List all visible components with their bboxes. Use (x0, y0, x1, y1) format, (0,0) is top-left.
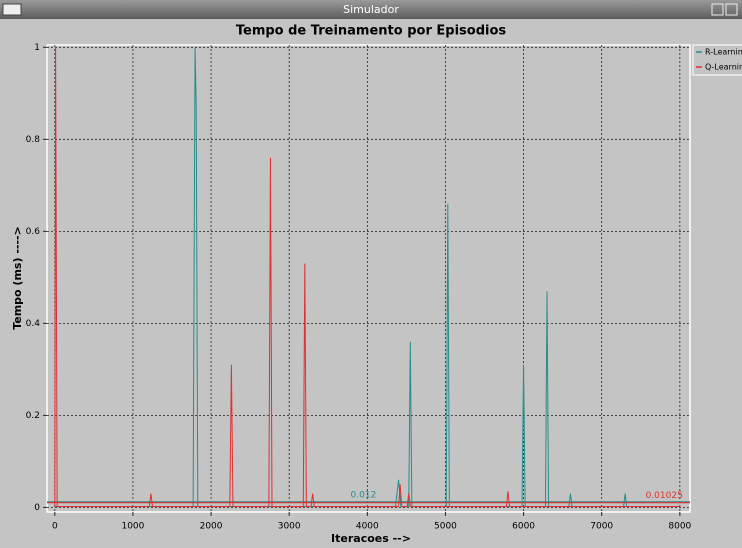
x-tick-label: 2000 (200, 522, 223, 532)
x-tick-label: 7000 (590, 522, 613, 532)
legend-label: R-Learning (705, 48, 742, 57)
legend: R-Learning Q-Learning (692, 44, 742, 76)
y-axis-label: Tempo (ms) ----> (11, 226, 24, 330)
mean-label: 0.01025 (646, 491, 683, 501)
window-title: Simulador (343, 3, 399, 16)
x-tick-label: 5000 (434, 522, 457, 532)
y-tick-label: 0 (34, 503, 40, 513)
series-line (54, 47, 680, 507)
x-tick-label: 8000 (668, 522, 691, 532)
series-group (47, 47, 690, 507)
window-menu[interactable] (2, 3, 22, 16)
y-tick-label: 0.6 (26, 227, 41, 237)
plot-area (46, 44, 691, 513)
y-tick-label: 0.4 (26, 319, 41, 329)
mean-label: 0.012 (351, 490, 377, 500)
grid: 0 0.2 0.4 0.6 0.8 1 0 1000 2000 3000 4000 5000 6000 7… (26, 43, 692, 532)
maximize-button[interactable] (725, 3, 738, 16)
y-tick-label: 0.8 (26, 135, 41, 145)
x-tick-label: 4000 (356, 522, 379, 532)
y-tick-label: 1 (34, 43, 40, 53)
legend-box (692, 44, 742, 76)
minimize-button[interactable] (711, 3, 724, 16)
x-axis-label: Iteracoes --> (331, 532, 411, 544)
chart-title: Tempo de Treinamento por Episodios (236, 24, 507, 39)
y-tick-label: 0.2 (26, 411, 40, 421)
x-tick-label: 0 (52, 522, 58, 532)
title-bar (0, 0, 742, 19)
legend-label: Q-Learning (705, 63, 742, 72)
x-tick-label: 1000 (121, 522, 144, 532)
x-tick-label: 6000 (512, 522, 535, 532)
x-tick-label: 3000 (278, 522, 301, 532)
